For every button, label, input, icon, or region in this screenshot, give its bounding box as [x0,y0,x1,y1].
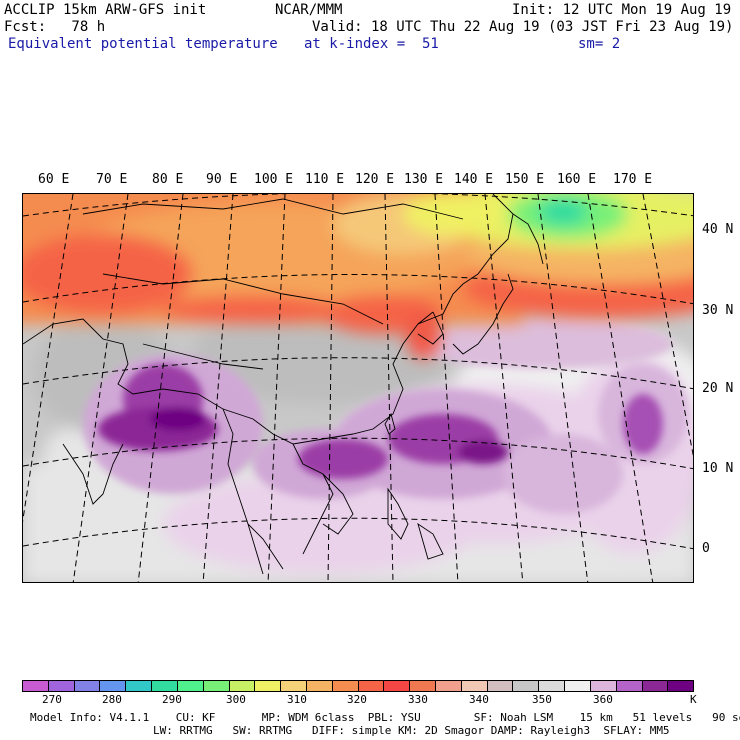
colorbar-swatch [539,681,566,691]
colorbar-swatch [306,681,333,691]
lon-label-60e: 60 E [38,172,70,187]
theta-e-field [23,194,693,582]
level-index: at k-index = 51 [304,36,439,52]
map-panel [22,193,694,583]
colorbar-swatch [229,681,256,691]
colorbar-label-290: 290 [162,693,182,706]
colorbar-label-320: 320 [347,693,367,706]
lat-label-30n: 30 N [702,303,734,318]
colorbar-swatch [358,681,385,691]
lat-label-20n: 20 N [702,381,734,396]
graticule [23,194,693,582]
colorbar-swatch [487,681,514,691]
model-info-line1: Model Info: V4.1.1 CU: KF MP: WDM 6class… [30,711,740,724]
colorbar-swatch [255,681,282,691]
colorbar-swatch [74,681,101,691]
colorbar-swatch [616,681,643,691]
header-valid-time: Valid: 18 UTC Thu 22 Aug 19 (03 JST Fri … [312,19,734,35]
colorbar-label-340: 340 [469,693,489,706]
field-purple-cores [98,364,663,479]
colorbar-label-280: 280 [102,693,122,706]
header-org: NCAR/MMM [275,2,343,18]
colorbar-swatch [384,681,411,691]
colorbar-unit: K [690,693,697,706]
coastlines [23,194,544,575]
colorbar-swatch [332,681,359,691]
colorbar-swatch [461,681,488,691]
lon-label-160e: 160 E [557,172,597,187]
colorbar-label-270: 270 [42,693,62,706]
lon-label-90e: 90 E [206,172,238,187]
lon-label-150e: 150 E [505,172,545,187]
smoothing: sm= 2 [578,36,621,52]
colorbar-swatch [126,681,153,691]
colorbar-swatch [177,681,204,691]
colorbar-swatch [100,681,127,691]
lon-label-70e: 70 E [96,172,128,187]
header-title: ACCLIP 15km ARW-GFS init [4,2,207,18]
colorbar-label-300: 300 [226,693,246,706]
colorbar-swatch [23,681,49,691]
colorbar-label-310: 310 [287,693,307,706]
colorbar-label-360: 360 [593,693,613,706]
colorbar-swatch [436,681,462,691]
header-forecast-hour: Fcst: 78 h [4,19,106,35]
colorbar-swatch [203,681,230,691]
lat-label-10n: 10 N [702,461,734,476]
lon-label-170e: 170 E [613,172,653,187]
colorbar-label-330: 330 [408,693,428,706]
colorbar [22,680,694,692]
lon-label-140e: 140 E [454,172,494,187]
lon-label-120e: 120 E [355,172,395,187]
field-name: Equivalent potential temperature [8,36,278,52]
lon-label-80e: 80 E [152,172,184,187]
lat-label-0: 0 [702,541,710,556]
lon-label-110e: 110 E [305,172,345,187]
colorbar-swatch [281,681,307,691]
colorbar-swatch [513,681,540,691]
header-init: Init: 12 UTC Mon 19 Aug 19 [512,2,732,18]
lat-label-40n: 40 N [702,222,734,237]
lon-label-100e: 100 E [254,172,294,187]
colorbar-swatch [642,681,669,691]
colorbar-swatch [152,681,178,691]
colorbar-swatch [48,681,75,691]
model-info-line2: LW: RRTMG SW: RRTMG DIFF: simple KM: 2D … [153,724,670,737]
lon-label-130e: 130 E [404,172,444,187]
colorbar-swatch [410,681,436,691]
colorbar-swatch [565,681,591,691]
colorbar-swatch [590,681,617,691]
colorbar-label-350: 350 [532,693,552,706]
colorbar-swatch [668,681,694,691]
